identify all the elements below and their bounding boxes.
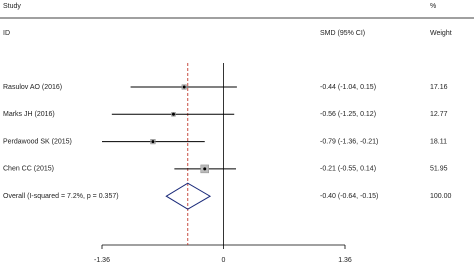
header-study: Study [3,3,21,10]
point-estimate [182,85,186,89]
point-estimate [151,140,155,144]
effect-label: -0.21 (-0.55, 0.14) [320,166,376,173]
overall-diamond [165,182,212,210]
overall-name: Overall (I-squared = 7.2%, p = 0.357) [3,193,119,200]
effect-label: -0.56 (-1.25, 0.12) [320,111,376,118]
effect-label: -0.79 (-1.36, -0.21) [320,138,378,145]
effect-label: -0.44 (-1.04, 0.15) [320,84,376,91]
study-name: Chen CC (2015) [3,166,54,173]
study-name: Rasulov AO (2016) [3,84,62,91]
weight-label: 17.16 [430,84,448,91]
x-tick-label: -1.36 [94,257,110,264]
header-effect: SMD (95% CI) [320,30,365,37]
weight-label: 12.77 [430,111,448,118]
overall-weight-label: 100.00 [430,193,452,200]
weight-label: 51.95 [430,166,448,173]
x-tick-label: 1.36 [338,257,352,264]
header-id: ID [3,30,10,37]
study-name: Marks JH (2016) [3,111,55,118]
point-estimate [203,167,207,171]
weight-label: 18.11 [430,138,447,145]
overall-effect-label: -0.40 (-0.64, -0.15) [320,193,378,200]
header-percent: % [430,3,436,10]
x-tick-label: 0 [222,257,226,264]
study-name: Perdawood SK (2015) [3,138,72,145]
header-weight: Weight [430,30,452,37]
point-estimate [171,112,175,116]
